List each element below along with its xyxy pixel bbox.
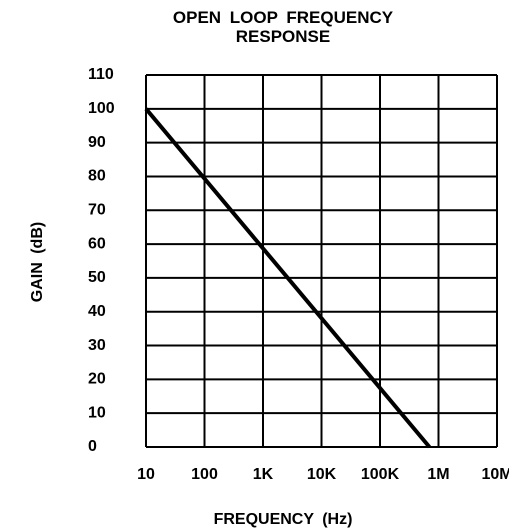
data-line bbox=[144, 107, 431, 449]
y-tick-label: 90 bbox=[88, 134, 106, 151]
chart-title: OPEN LOOP FREQUENCY RESPONSE bbox=[172, 8, 394, 46]
x-tick-label: 10M bbox=[481, 466, 509, 483]
y-tick-label: 110 bbox=[88, 66, 114, 83]
x-tick-label: 100 bbox=[191, 466, 218, 483]
y-tick-label: 60 bbox=[88, 235, 106, 252]
y-tick-label: 30 bbox=[88, 337, 106, 354]
y-tick-label: 80 bbox=[88, 168, 106, 185]
y-tick-label: 10 bbox=[88, 404, 106, 421]
x-tick-label: 10K bbox=[307, 466, 337, 483]
y-tick-label: 50 bbox=[88, 269, 106, 286]
y-tick-label: 70 bbox=[88, 201, 106, 218]
y-tick-label: 0 bbox=[88, 438, 97, 455]
x-axis-label: FREQUENCY (Hz) bbox=[214, 511, 353, 528]
x-tick-label: 1K bbox=[253, 466, 274, 483]
x-tick-label: 10 bbox=[137, 466, 155, 483]
y-tick-label: 100 bbox=[88, 100, 115, 117]
y-axis-label: GAIN (dB) bbox=[29, 222, 46, 302]
y-tick-label: 40 bbox=[88, 303, 106, 320]
y-tick-label: 20 bbox=[88, 371, 106, 388]
x-tick-label: 100K bbox=[361, 466, 400, 483]
x-tick-label: 1M bbox=[427, 466, 449, 483]
